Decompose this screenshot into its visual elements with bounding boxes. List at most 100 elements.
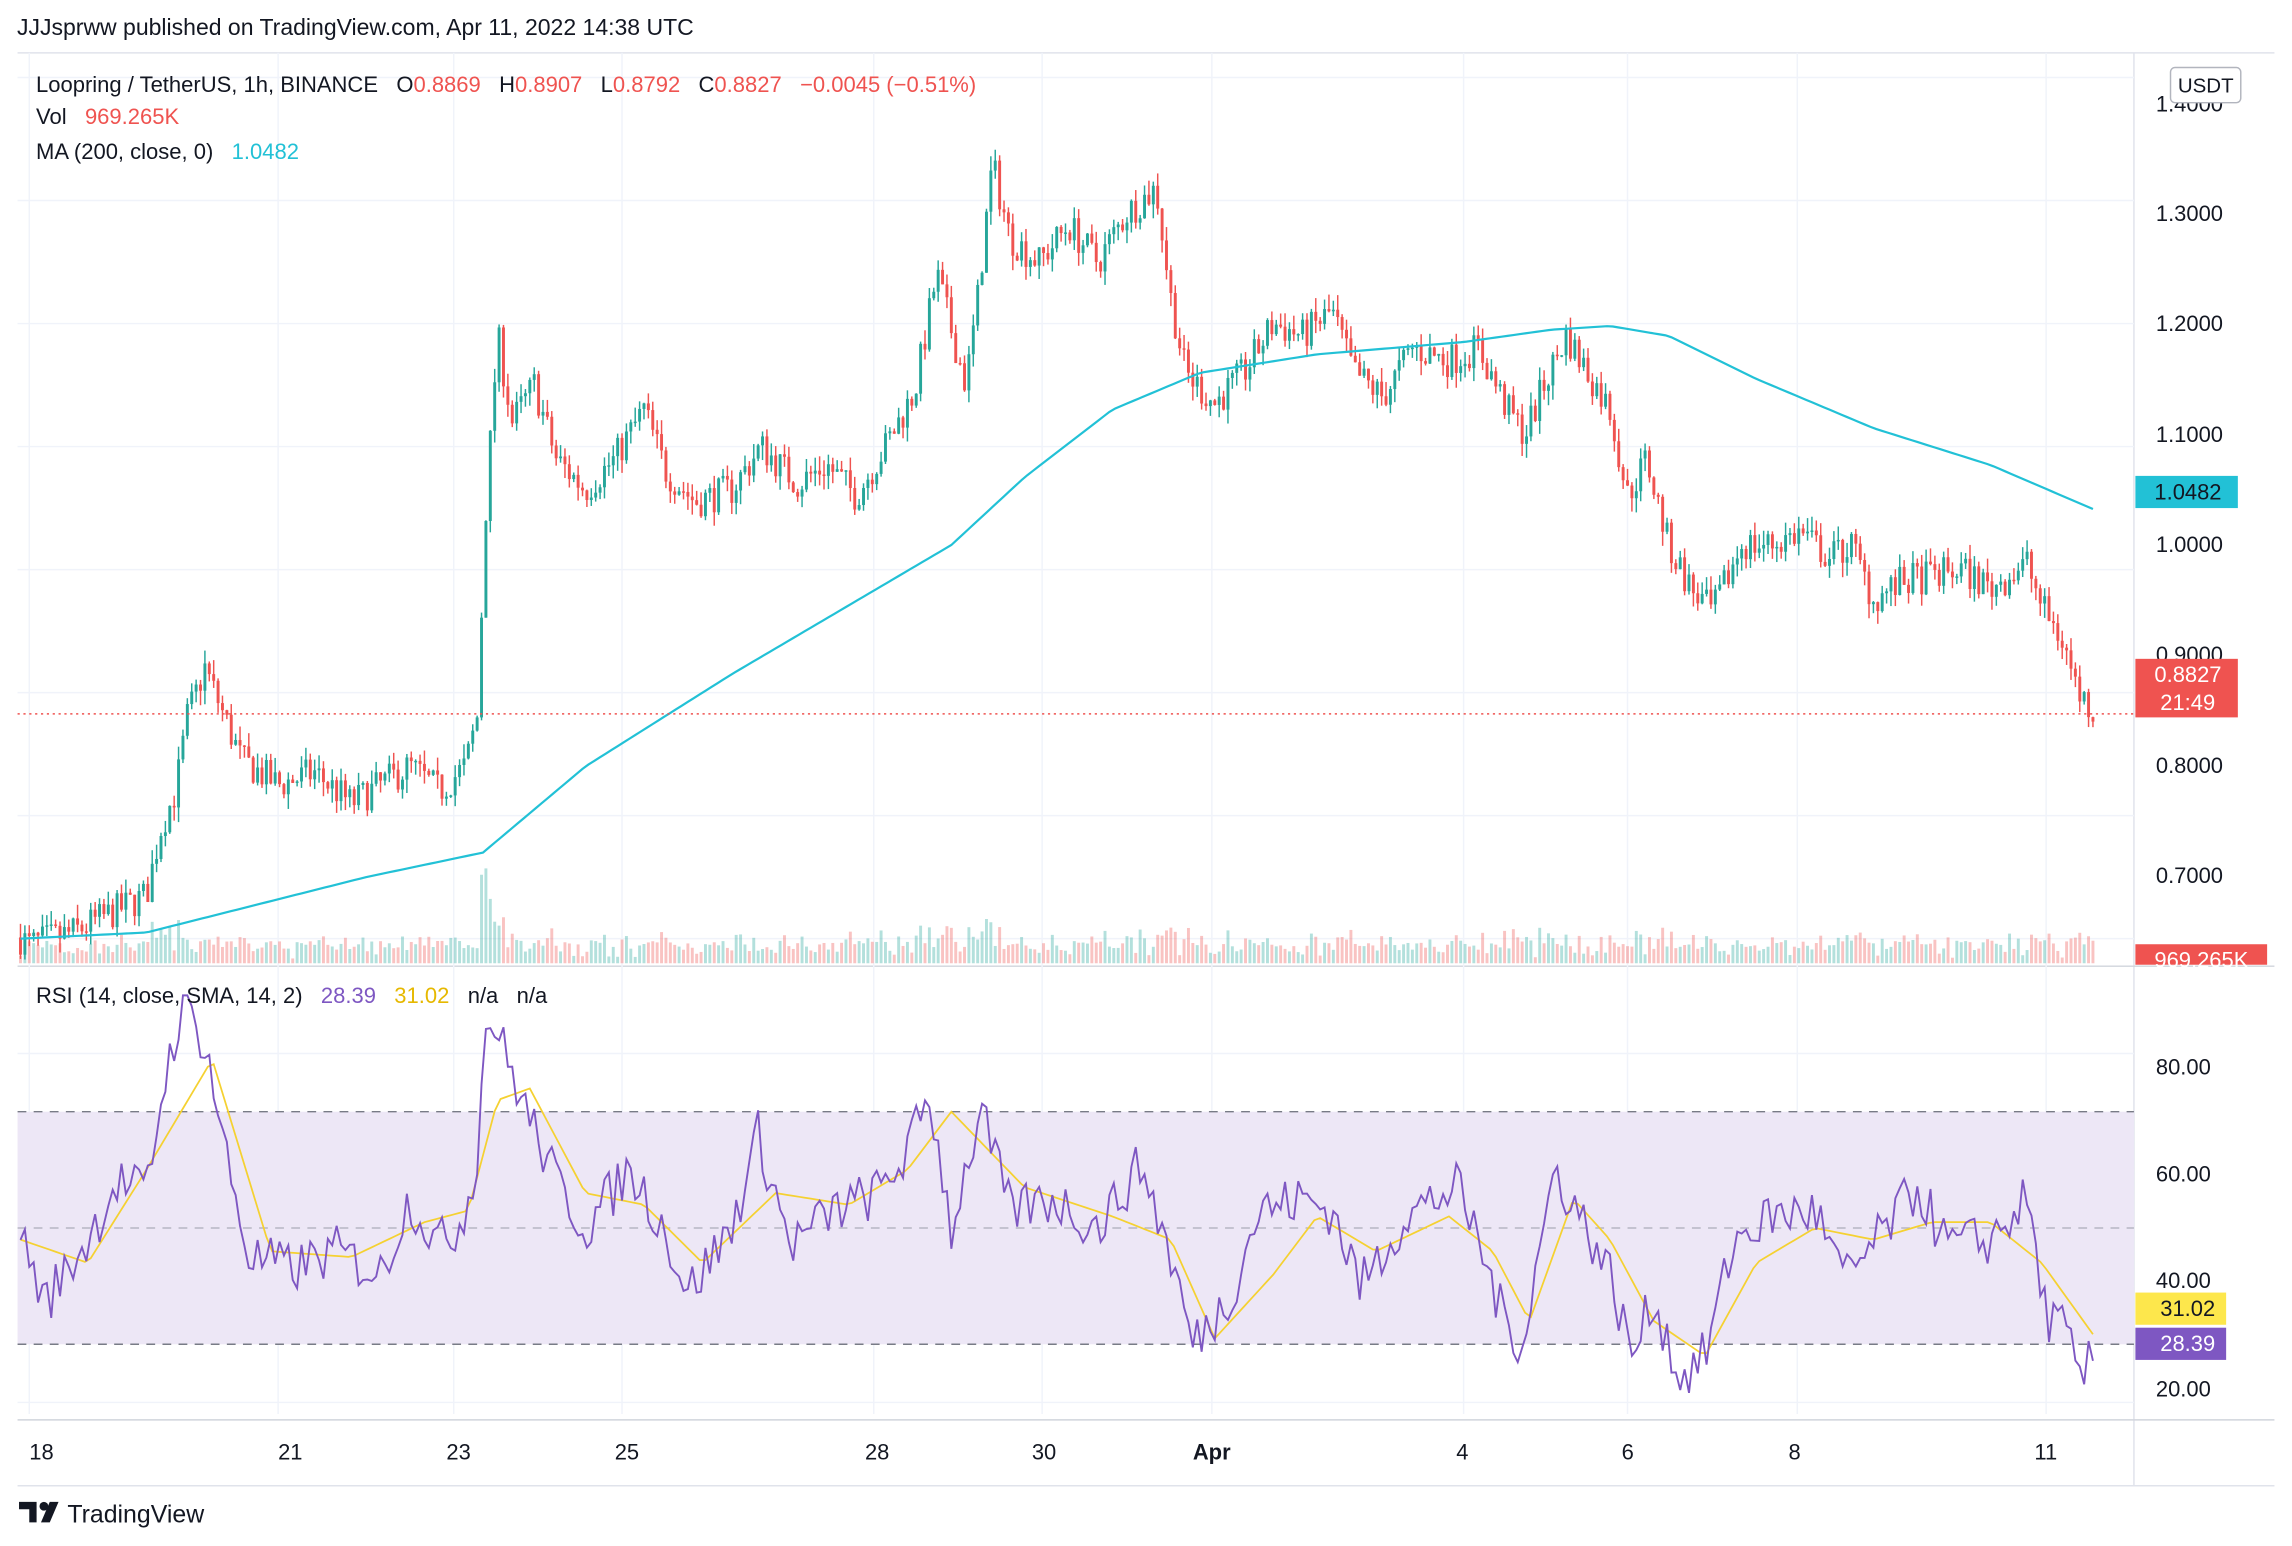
volume-bar <box>1349 929 1353 964</box>
volume-bar <box>1617 946 1621 964</box>
rsi-legend[interactable]: RSI (14, close, SMA, 14, 2) 28.39 31.02 … <box>36 983 547 1009</box>
candle-body <box>1937 569 1941 586</box>
candle <box>1999 574 2003 592</box>
currency-badge[interactable] <box>2169 66 2242 104</box>
tradingview-logo[interactable]: TradingView <box>19 1500 205 1528</box>
volume-bar <box>1564 934 1568 964</box>
volume-bar <box>374 954 378 964</box>
candle <box>1770 531 1774 559</box>
candle <box>1125 217 1129 244</box>
candle-body <box>1230 372 1234 378</box>
candle <box>927 288 931 352</box>
candle <box>1784 522 1788 562</box>
candle <box>427 768 431 777</box>
volume-bar <box>1977 948 1981 964</box>
candle-body <box>1661 496 1665 532</box>
time-tick-label: 21 <box>278 1439 302 1464</box>
volume-bar <box>141 941 145 964</box>
candle-body <box>712 488 716 513</box>
ohlc-legend[interactable]: Loopring / TetherUS, 1h, BINANCE O0.8869… <box>36 72 976 98</box>
volume-bar <box>958 951 962 964</box>
candle <box>269 753 273 785</box>
rsi-ma-line[interactable] <box>20 1062 2094 1355</box>
candle <box>1709 576 1713 609</box>
volume-bar <box>1015 943 1019 964</box>
candle-body <box>1929 561 1932 565</box>
volume-bar <box>1081 942 1085 964</box>
time-axis[interactable]: 18 21 23 25 28 30 Apr 4 6 8 11 <box>29 1439 2057 1464</box>
candle <box>1090 224 1094 245</box>
candle <box>203 650 207 705</box>
volume-bar <box>124 942 128 964</box>
volume-bar <box>1459 940 1463 964</box>
symbol-title[interactable]: Loopring / TetherUS, 1h, BINANCE <box>36 72 378 97</box>
volume-bar <box>1107 946 1111 964</box>
tradingview-logo-dot <box>39 1501 49 1511</box>
volume-bar <box>163 934 167 964</box>
volume-bar <box>1595 951 1599 964</box>
rsi-axis[interactable]: 80.00 60.00 40.00 20.00 <box>2156 1055 2211 1402</box>
candle-body <box>1630 485 1634 499</box>
volume-bar <box>1608 935 1612 964</box>
volume-bar <box>159 928 163 964</box>
candle-body <box>76 918 80 925</box>
candle <box>1099 260 1103 278</box>
volume-bar <box>370 941 374 964</box>
candle <box>638 401 642 431</box>
candle-body <box>199 684 202 691</box>
candle-body <box>1498 384 1502 387</box>
volume-bar <box>401 936 404 964</box>
candle <box>1485 358 1489 380</box>
candle-body <box>2003 581 2007 596</box>
volume-bar <box>1077 942 1081 964</box>
volume-bar <box>1709 939 1713 964</box>
ma-legend[interactable]: MA (200, close, 0) 1.0482 <box>36 139 299 165</box>
candle <box>967 345 971 403</box>
volume-bar <box>304 944 308 964</box>
volume-bar <box>1169 927 1173 964</box>
rsi-label: RSI (14, close, SMA, 14, 2) <box>36 983 303 1008</box>
candle <box>1577 336 1581 373</box>
candle-body <box>585 490 589 500</box>
candle <box>317 755 321 783</box>
candle-body <box>422 763 426 771</box>
volume-bar <box>1446 944 1449 964</box>
volume-legend[interactable]: Vol 969.265K <box>36 104 179 130</box>
volume-bar <box>1770 937 1774 964</box>
candle <box>686 482 690 510</box>
candle-body <box>923 343 927 350</box>
volume-bar <box>1801 941 1805 964</box>
candlestick-series[interactable] <box>19 149 2095 960</box>
candle-body <box>1173 292 1177 339</box>
candle-body <box>444 796 448 799</box>
volume-bar <box>326 944 330 964</box>
volume-bar <box>1028 948 1032 964</box>
candle <box>155 844 159 873</box>
candle-body <box>370 783 374 811</box>
volume-bar <box>260 947 264 964</box>
candle-body <box>927 298 931 350</box>
candle-body <box>146 883 150 902</box>
volume-bar <box>480 874 483 964</box>
volume-bar <box>910 952 914 964</box>
candle <box>1222 390 1226 411</box>
volume-bar <box>1239 949 1243 964</box>
rsi-line[interactable] <box>19 994 2094 1394</box>
volume-bar <box>1665 946 1669 964</box>
volume-bar <box>1472 945 1476 964</box>
candle-body <box>45 925 49 927</box>
candle-body <box>932 291 936 299</box>
candle <box>875 472 879 491</box>
candle-body <box>1599 383 1603 407</box>
ma200-line[interactable] <box>20 325 2094 940</box>
candle-body <box>1336 309 1340 318</box>
volume-bar <box>449 937 453 964</box>
candle-body <box>1481 339 1485 363</box>
volume-bar <box>515 939 519 964</box>
candle <box>1217 386 1221 418</box>
candle-body <box>1784 535 1788 552</box>
volume-bar <box>291 958 295 964</box>
volume-bar <box>1547 933 1550 964</box>
candle <box>488 430 492 533</box>
